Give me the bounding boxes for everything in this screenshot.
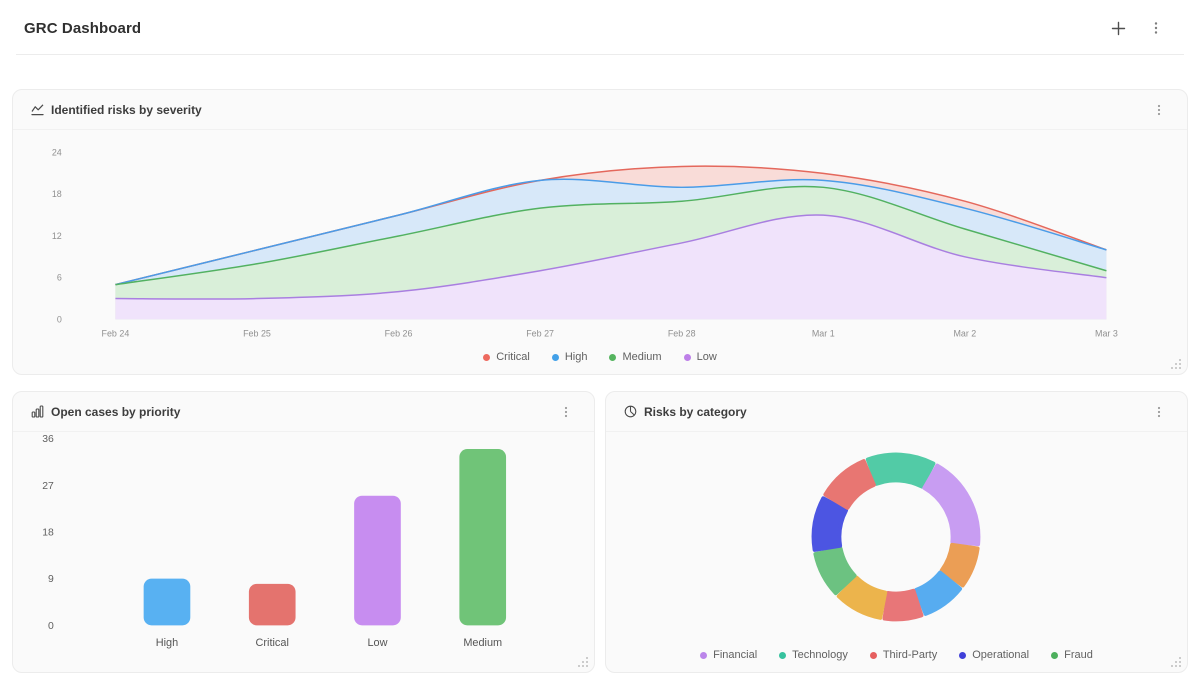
legend-label: Medium: [622, 351, 662, 363]
category-legend: Financial Technology Third-Party Operationa…: [606, 649, 1187, 661]
svg-text:Medium: Medium: [463, 637, 502, 649]
svg-text:36: 36: [42, 434, 54, 445]
svg-text:Feb 26: Feb 26: [385, 328, 413, 338]
kebab-icon: [1154, 22, 1158, 34]
card-header: Identified risks by severity: [13, 90, 1187, 130]
bar-chart-icon: [31, 405, 44, 418]
card-header: Risks by category: [606, 392, 1187, 432]
svg-text:Mar 2: Mar 2: [953, 328, 976, 338]
svg-text:6: 6: [57, 273, 62, 283]
card-menu-button[interactable]: [1149, 100, 1169, 120]
legend-dot-icon: [483, 353, 491, 361]
svg-text:Low: Low: [367, 637, 387, 649]
legend-label: High: [564, 351, 588, 363]
line-chart-icon: [31, 104, 44, 116]
legend-label: Operational: [972, 649, 1030, 661]
kebab-icon: [1157, 104, 1161, 115]
pie-chart-icon: [624, 405, 637, 418]
legend-item[interactable]: Technology: [779, 649, 848, 661]
legend-item[interactable]: Financial: [700, 649, 757, 661]
svg-text:24: 24: [52, 148, 62, 158]
svg-text:Mar 3: Mar 3: [1095, 328, 1118, 338]
card-menu-button[interactable]: [556, 402, 576, 422]
svg-text:Mar 1: Mar 1: [812, 328, 835, 338]
legend-item[interactable]: Operational: [959, 649, 1029, 661]
legend-dot-icon: [700, 651, 708, 659]
card-title: Open cases by priority: [51, 404, 181, 419]
svg-text:12: 12: [52, 231, 62, 241]
svg-text:0: 0: [57, 314, 62, 324]
card-risks-by-category: Risks by category Financial Technology Thi…: [605, 391, 1188, 673]
page-header: GRC Dashboard: [16, 0, 1184, 55]
svg-text:18: 18: [52, 189, 62, 199]
legend-label: Critical: [496, 351, 530, 363]
kebab-icon: [564, 406, 568, 417]
legend-dot-icon: [551, 353, 559, 361]
svg-text:0: 0: [48, 621, 54, 632]
page-menu-button[interactable]: [1144, 16, 1168, 40]
legend-label: Low: [696, 351, 717, 363]
legend-item[interactable]: Critical: [483, 351, 530, 363]
resize-grip-icon[interactable]: [1169, 357, 1182, 370]
legend-label: Third-Party: [882, 649, 938, 661]
svg-text:9: 9: [48, 574, 54, 585]
svg-text:Feb 28: Feb 28: [668, 328, 696, 338]
legend-dot-icon: [1051, 651, 1059, 659]
plus-icon: [1111, 21, 1125, 35]
priority-bar-chart: 0 9 18 27 36 High Critical Low Medium: [42, 434, 507, 649]
svg-text:Feb 24: Feb 24: [102, 328, 130, 338]
severity-legend: Critical High Medium Low: [13, 351, 1187, 363]
card-menu-button[interactable]: [1149, 402, 1169, 422]
severity-area-chart: 0 6 12 18 24 Feb 24 Feb 25 Feb 26 Feb 27 Feb 28 Ma…: [52, 148, 1118, 339]
legend-dot-icon: [609, 353, 617, 361]
dashboard-body: Identified risks by severity 0 6 12 18 24 Feb…: [0, 55, 1200, 673]
legend-item[interactable]: Low: [683, 351, 717, 363]
svg-text:Critical: Critical: [256, 637, 289, 649]
category-donut-chart: [811, 452, 981, 622]
svg-text:27: 27: [42, 481, 54, 492]
legend-label: Fraud: [1064, 649, 1093, 661]
legend-item[interactable]: High: [551, 351, 588, 363]
card-header: Open cases by priority: [13, 392, 594, 432]
legend-dot-icon: [683, 353, 691, 361]
legend-dot-icon: [959, 651, 967, 659]
legend-label: Financial: [713, 649, 758, 661]
header-actions: [1106, 16, 1168, 40]
svg-text:Feb 27: Feb 27: [526, 328, 554, 338]
card-title: Identified risks by severity: [51, 102, 202, 117]
svg-text:18: 18: [42, 527, 54, 538]
add-card-button[interactable]: [1106, 16, 1130, 40]
page-title: GRC Dashboard: [24, 19, 142, 37]
card-identified-risks: Identified risks by severity 0 6 12 18 24 Feb…: [12, 89, 1188, 375]
legend-label: Technology: [792, 649, 848, 661]
legend-item[interactable]: Third-Party: [869, 649, 938, 661]
legend-item[interactable]: Fraud: [1051, 649, 1093, 661]
legend-dot-icon: [779, 651, 787, 659]
kebab-icon: [1157, 406, 1161, 417]
resize-grip-icon[interactable]: [576, 655, 589, 668]
legend-dot-icon: [869, 651, 877, 659]
bottom-row: Open cases by priority 0 9 18 27 36 High Criti…: [12, 391, 1188, 673]
legend-item[interactable]: Medium: [609, 351, 662, 363]
card-title: Risks by category: [644, 404, 747, 419]
svg-text:High: High: [156, 637, 178, 649]
svg-text:Feb 25: Feb 25: [243, 328, 271, 338]
card-open-cases: Open cases by priority 0 9 18 27 36 High Criti…: [12, 391, 595, 673]
resize-grip-icon[interactable]: [1169, 655, 1182, 668]
